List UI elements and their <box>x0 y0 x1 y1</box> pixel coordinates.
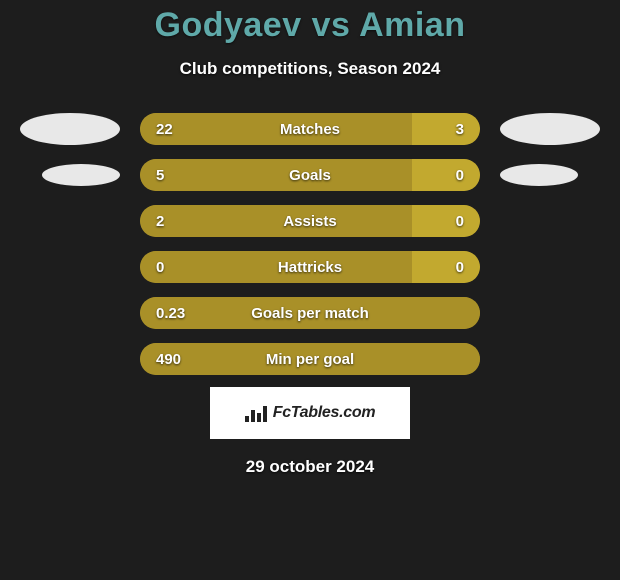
stat-bar: 0Hattricks0 <box>140 251 480 283</box>
source-badge: FcTables.com <box>210 387 410 439</box>
player-ellipse-right <box>500 113 600 145</box>
bar-segment-left <box>140 159 412 191</box>
bar-segment-right <box>412 205 480 237</box>
stat-row: 22Matches3 <box>0 113 620 145</box>
bar-segment-left <box>140 251 412 283</box>
bars-icon <box>245 404 267 422</box>
player-ellipse-right <box>500 164 578 186</box>
stat-row: 0.23Goals per match <box>0 297 620 329</box>
stat-bar: 22Matches3 <box>140 113 480 145</box>
bar-segment-right <box>412 251 480 283</box>
bar-segment-left <box>140 297 480 329</box>
bar-segment-left <box>140 205 412 237</box>
bar-segment-left <box>140 113 412 145</box>
player-ellipse-left <box>42 164 120 186</box>
stat-row: 5Goals0 <box>0 159 620 191</box>
stat-row: 490Min per goal <box>0 343 620 375</box>
stat-bar: 490Min per goal <box>140 343 480 375</box>
badge-text: FcTables.com <box>273 404 376 422</box>
stat-bar: 2Assists0 <box>140 205 480 237</box>
page-title: Godyaev vs Amian <box>155 6 466 45</box>
report-date: 29 october 2024 <box>246 457 375 477</box>
player-ellipse-left <box>20 113 120 145</box>
bar-segment-left <box>140 343 480 375</box>
stat-row: 2Assists0 <box>0 205 620 237</box>
stat-bar: 5Goals0 <box>140 159 480 191</box>
stat-row: 0Hattricks0 <box>0 251 620 283</box>
page-subtitle: Club competitions, Season 2024 <box>180 59 441 79</box>
bar-segment-right <box>412 159 480 191</box>
comparison-rows: 22Matches3 5Goals0 2Assists0 0Hattricks0 0.2… <box>0 113 620 375</box>
stat-bar: 0.23Goals per match <box>140 297 480 329</box>
bar-segment-right <box>412 113 480 145</box>
